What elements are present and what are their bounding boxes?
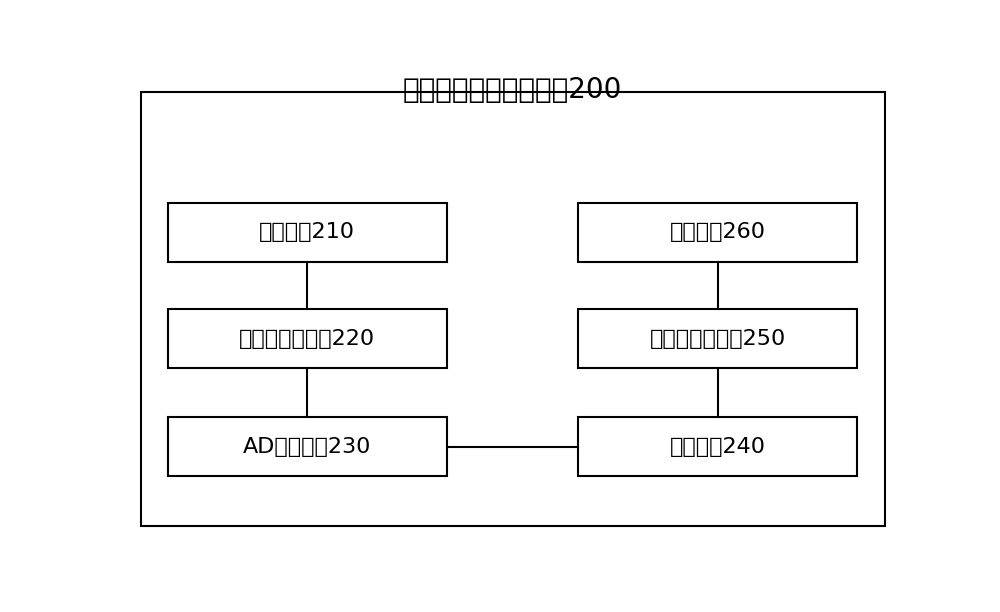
Text: 信号预处理模块220: 信号预处理模块220 (239, 329, 375, 348)
Text: 数据包生成模块250: 数据包生成模块250 (650, 329, 786, 348)
Bar (168, 417, 447, 476)
Text: 检测模块210: 检测模块210 (259, 223, 355, 242)
Bar (578, 417, 857, 476)
Text: AD采样模块230: AD采样模块230 (243, 437, 371, 457)
Text: 发送模块260: 发送模块260 (670, 223, 766, 242)
Bar (168, 309, 447, 368)
Bar (578, 203, 857, 262)
Text: 胎心音数据的处理装置200: 胎心音数据的处理装置200 (403, 76, 622, 104)
Text: 缓存模块240: 缓存模块240 (670, 437, 766, 457)
Bar (168, 203, 447, 262)
Bar (578, 309, 857, 368)
